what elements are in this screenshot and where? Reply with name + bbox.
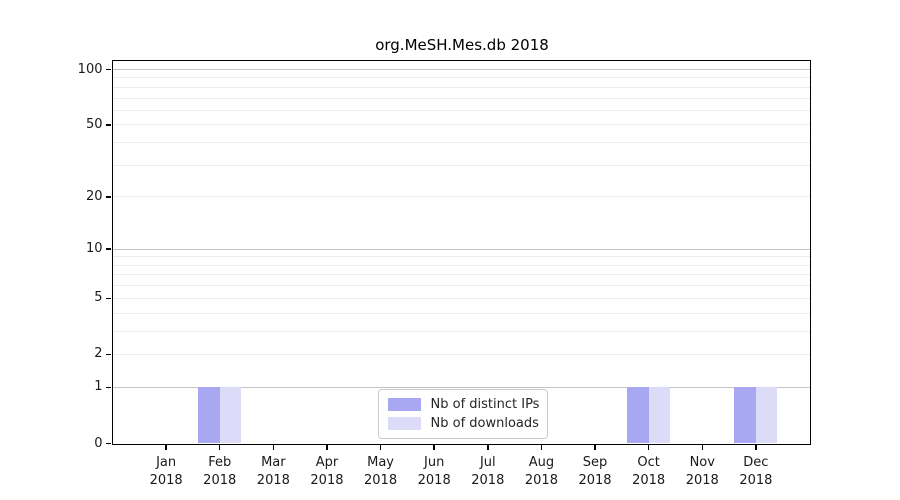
bar-downloads	[755, 387, 778, 444]
y-tick	[106, 297, 111, 300]
x-tick-label: Dec 2018	[721, 454, 791, 490]
legend: Nb of distinct IPs Nb of downloads	[377, 388, 548, 439]
y-tick-label: 20	[85, 188, 103, 204]
x-tick-year: 2018	[471, 472, 505, 488]
x-tick-month: Nov	[689, 454, 715, 470]
x-tick	[165, 445, 167, 450]
gridline-major	[112, 386, 810, 388]
y-tick	[106, 386, 111, 389]
gridline-minor	[112, 196, 810, 198]
x-tick-year: 2018	[739, 472, 773, 488]
y-tick-label: 0	[94, 435, 103, 451]
x-tick-year: 2018	[149, 472, 183, 488]
x-tick-year: 2018	[310, 472, 344, 488]
gridline-minor	[112, 274, 810, 276]
x-tick-label: Apr 2018	[292, 454, 362, 490]
y-tick	[106, 442, 111, 445]
x-tick	[540, 445, 543, 450]
gridline-minor	[112, 264, 810, 266]
gridline-minor	[112, 312, 810, 314]
x-tick	[379, 445, 382, 450]
x-tick-month: Mar	[261, 454, 286, 470]
gridline-minor	[112, 97, 810, 99]
x-tick-month: Sep	[582, 454, 608, 470]
chart-title: org.MeSH.Mes.db 2018	[375, 36, 549, 54]
gridline-minor	[112, 77, 810, 79]
gridline-minor	[112, 330, 810, 332]
x-tick-year: 2018	[632, 472, 666, 488]
gridline-minor	[112, 124, 810, 126]
legend-swatch-distinct-ips	[387, 397, 421, 411]
x-tick-year: 2018	[524, 472, 558, 488]
x-tick	[218, 445, 221, 450]
y-tick	[106, 353, 111, 356]
plot-area: Nb of distinct IPs Nb of downloads 100 50…	[78, 59, 811, 488]
gridline-minor	[112, 256, 810, 258]
x-tick-year: 2018	[256, 472, 290, 488]
x-tick-label: Jul 2018	[453, 454, 523, 490]
bar-downloads	[648, 387, 671, 444]
x-tick	[755, 445, 757, 450]
x-tick-label: Jun 2018	[399, 454, 469, 490]
x-tick-month: Jul	[479, 454, 496, 470]
x-tick-year: 2018	[685, 472, 719, 488]
gridline-minor	[112, 86, 810, 88]
bar-distinct-ips	[734, 387, 756, 444]
x-tick-month: Feb	[208, 454, 232, 470]
y-tick-label: 10	[85, 241, 103, 257]
x-tick-month: Jun	[424, 454, 445, 470]
gridline-minor	[112, 164, 810, 166]
x-tick-label: Sep 2018	[560, 454, 630, 490]
gridline-minor	[112, 109, 810, 111]
x-tick	[487, 445, 489, 450]
x-tick-label: Feb 2018	[185, 454, 255, 490]
y-tick-label: 2	[94, 346, 103, 362]
gridline-minor	[112, 285, 810, 287]
gridline-major	[112, 69, 810, 70]
x-tick	[594, 445, 596, 450]
gridline-minor	[112, 353, 810, 355]
y-tick	[106, 124, 111, 126]
bar-distinct-ips	[627, 387, 649, 444]
gridline-minor	[112, 297, 810, 299]
bar-distinct-ips	[198, 387, 220, 444]
x-tick-month: May	[367, 454, 394, 470]
legend-item: Nb of distinct IPs	[387, 395, 540, 414]
y-tick	[106, 248, 111, 250]
x-tick-label: May 2018	[346, 454, 416, 490]
x-tick-month: Aug	[528, 454, 555, 470]
legend-item: Nb of downloads	[387, 414, 539, 433]
x-tick-label: Oct 2018	[614, 454, 684, 490]
x-tick	[326, 445, 328, 450]
y-tick	[106, 68, 111, 71]
y-tick	[106, 196, 111, 198]
x-tick	[701, 445, 704, 450]
gridline-major	[112, 248, 810, 250]
x-tick-year: 2018	[203, 472, 237, 488]
x-tick-label: Nov 2018	[667, 454, 737, 490]
x-tick-label: Mar 2018	[238, 454, 308, 490]
x-tick-label: Aug 2018	[506, 454, 576, 490]
x-tick	[647, 445, 650, 450]
x-tick	[272, 445, 275, 450]
bar-downloads	[219, 387, 242, 444]
x-tick-label: Jan 2018	[131, 454, 201, 490]
x-tick-month: Jan	[156, 454, 177, 470]
x-tick	[433, 445, 435, 450]
legend-swatch-downloads	[387, 416, 421, 430]
y-tick-label: 5	[94, 290, 103, 306]
x-tick-month: Oct	[637, 454, 660, 470]
y-tick-label: 100	[77, 61, 103, 77]
x-tick-year: 2018	[417, 472, 451, 488]
gridline-minor	[112, 142, 810, 144]
y-tick-label: 1	[94, 379, 103, 395]
y-tick-label: 50	[85, 116, 103, 132]
x-tick-year: 2018	[364, 472, 398, 488]
x-tick-year: 2018	[578, 472, 612, 488]
x-tick-month: Apr	[315, 454, 339, 470]
legend-label-downloads: Nb of downloads	[430, 415, 539, 431]
x-tick-month: Dec	[743, 454, 769, 470]
legend-label-distinct-ips: Nb of distinct IPs	[430, 396, 540, 412]
